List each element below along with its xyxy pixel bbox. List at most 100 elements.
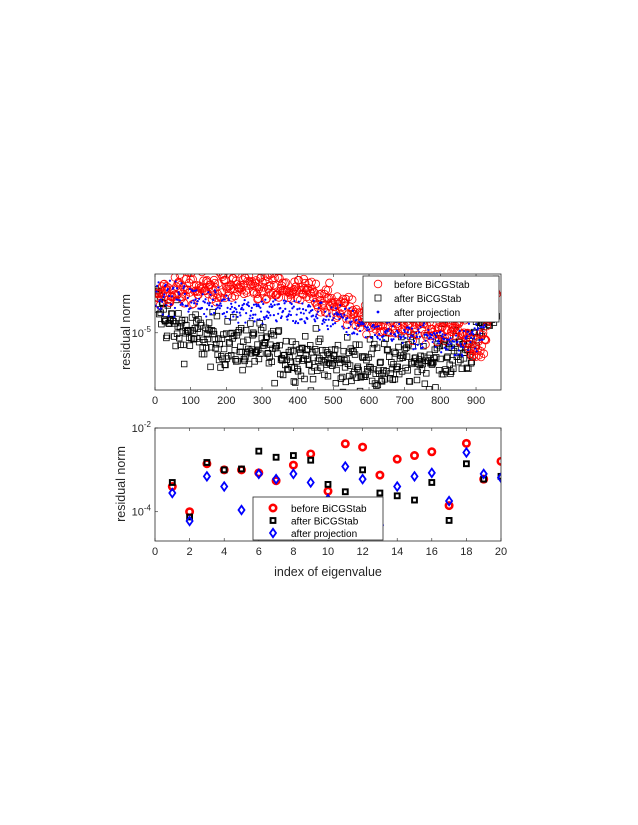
bottom-x-tick-label: 2	[187, 546, 193, 558]
top-point	[462, 329, 466, 333]
top-point	[330, 306, 333, 309]
top-point	[339, 313, 342, 316]
top-point	[289, 347, 297, 355]
top-point	[195, 302, 199, 306]
top-point	[172, 342, 179, 350]
top-point	[326, 328, 330, 331]
top-point	[455, 334, 458, 337]
top-point	[474, 347, 477, 350]
top-point	[314, 315, 317, 318]
top-x-tick-label: 400	[289, 395, 307, 407]
top-point	[242, 288, 252, 297]
top-point	[340, 315, 343, 318]
top-point	[386, 329, 389, 333]
top-point	[205, 308, 209, 311]
top-point	[227, 352, 235, 359]
top-point	[244, 265, 252, 273]
top-axes: 0 100 200 300 400 500 600 700 800 900 10-5 residu…	[119, 265, 502, 407]
top-point	[250, 329, 257, 336]
top-point	[275, 320, 278, 323]
bottom-point	[409, 451, 419, 461]
top-point	[156, 306, 159, 309]
top-point	[271, 305, 274, 308]
top-point	[450, 365, 457, 372]
top-point	[175, 310, 182, 317]
top-point	[180, 341, 187, 349]
top-point	[208, 327, 216, 334]
top-point	[292, 319, 295, 323]
top-point	[463, 342, 466, 345]
top-point	[456, 340, 459, 343]
top-point	[454, 353, 457, 357]
bottom-point	[202, 470, 212, 483]
top-point	[189, 307, 192, 310]
top-point	[476, 352, 486, 362]
top-point	[250, 306, 253, 309]
top-point	[240, 306, 243, 309]
top-point	[201, 293, 204, 296]
top-point	[461, 354, 464, 358]
top-point	[426, 334, 429, 337]
top-point	[244, 274, 254, 281]
top-point	[165, 304, 168, 307]
top-point	[343, 313, 346, 316]
top-point	[244, 336, 251, 344]
top-x-tick-label: 500	[324, 395, 342, 407]
top-point	[279, 307, 282, 310]
top-point	[324, 373, 332, 380]
top-point	[318, 328, 321, 332]
bottom-point	[186, 513, 193, 521]
top-point	[266, 290, 276, 299]
top-point	[174, 280, 177, 283]
top-point	[474, 323, 478, 326]
top-point	[477, 327, 480, 330]
top-point	[271, 379, 278, 387]
top-point	[176, 298, 179, 301]
top-point	[323, 321, 326, 324]
top-point	[304, 321, 307, 325]
top-point	[382, 335, 389, 342]
top-point	[389, 376, 396, 384]
bottom-point	[427, 447, 437, 457]
bottom-y-tick-label: 10-4	[132, 504, 152, 519]
top-point	[471, 330, 474, 333]
top-point	[274, 328, 282, 335]
top-point	[155, 290, 158, 293]
top-point	[287, 313, 290, 316]
bottom-point	[393, 480, 402, 493]
top-point	[383, 339, 386, 342]
top-point	[195, 316, 202, 323]
top-point	[203, 301, 206, 304]
bottom-point	[496, 471, 501, 484]
bottom-legend-marker	[269, 517, 277, 524]
top-point	[178, 293, 181, 296]
top-point	[277, 303, 280, 306]
top-point	[262, 302, 265, 306]
top-point	[403, 353, 411, 360]
top-point	[237, 324, 245, 332]
top-point	[370, 366, 377, 373]
top-point	[183, 285, 186, 288]
top-point	[249, 314, 252, 317]
top-point	[243, 298, 246, 302]
top-point	[191, 289, 194, 293]
bottom-point	[203, 459, 211, 466]
top-series-1	[155, 275, 500, 390]
top-point	[376, 335, 379, 338]
top-point	[406, 378, 414, 385]
top-point	[239, 366, 246, 374]
top-point	[417, 352, 424, 360]
top-point	[420, 343, 427, 350]
top-point	[259, 310, 263, 313]
top-point	[421, 346, 424, 349]
top-point	[269, 303, 273, 306]
top-point	[329, 362, 336, 369]
top-point	[341, 325, 344, 328]
bottom-point	[255, 447, 263, 455]
top-point	[466, 330, 469, 333]
top-point	[259, 306, 262, 309]
top-point	[387, 327, 390, 331]
bottom-legend-label: after projection	[291, 529, 357, 540]
bottom-point	[376, 489, 384, 497]
top-point	[213, 312, 221, 320]
